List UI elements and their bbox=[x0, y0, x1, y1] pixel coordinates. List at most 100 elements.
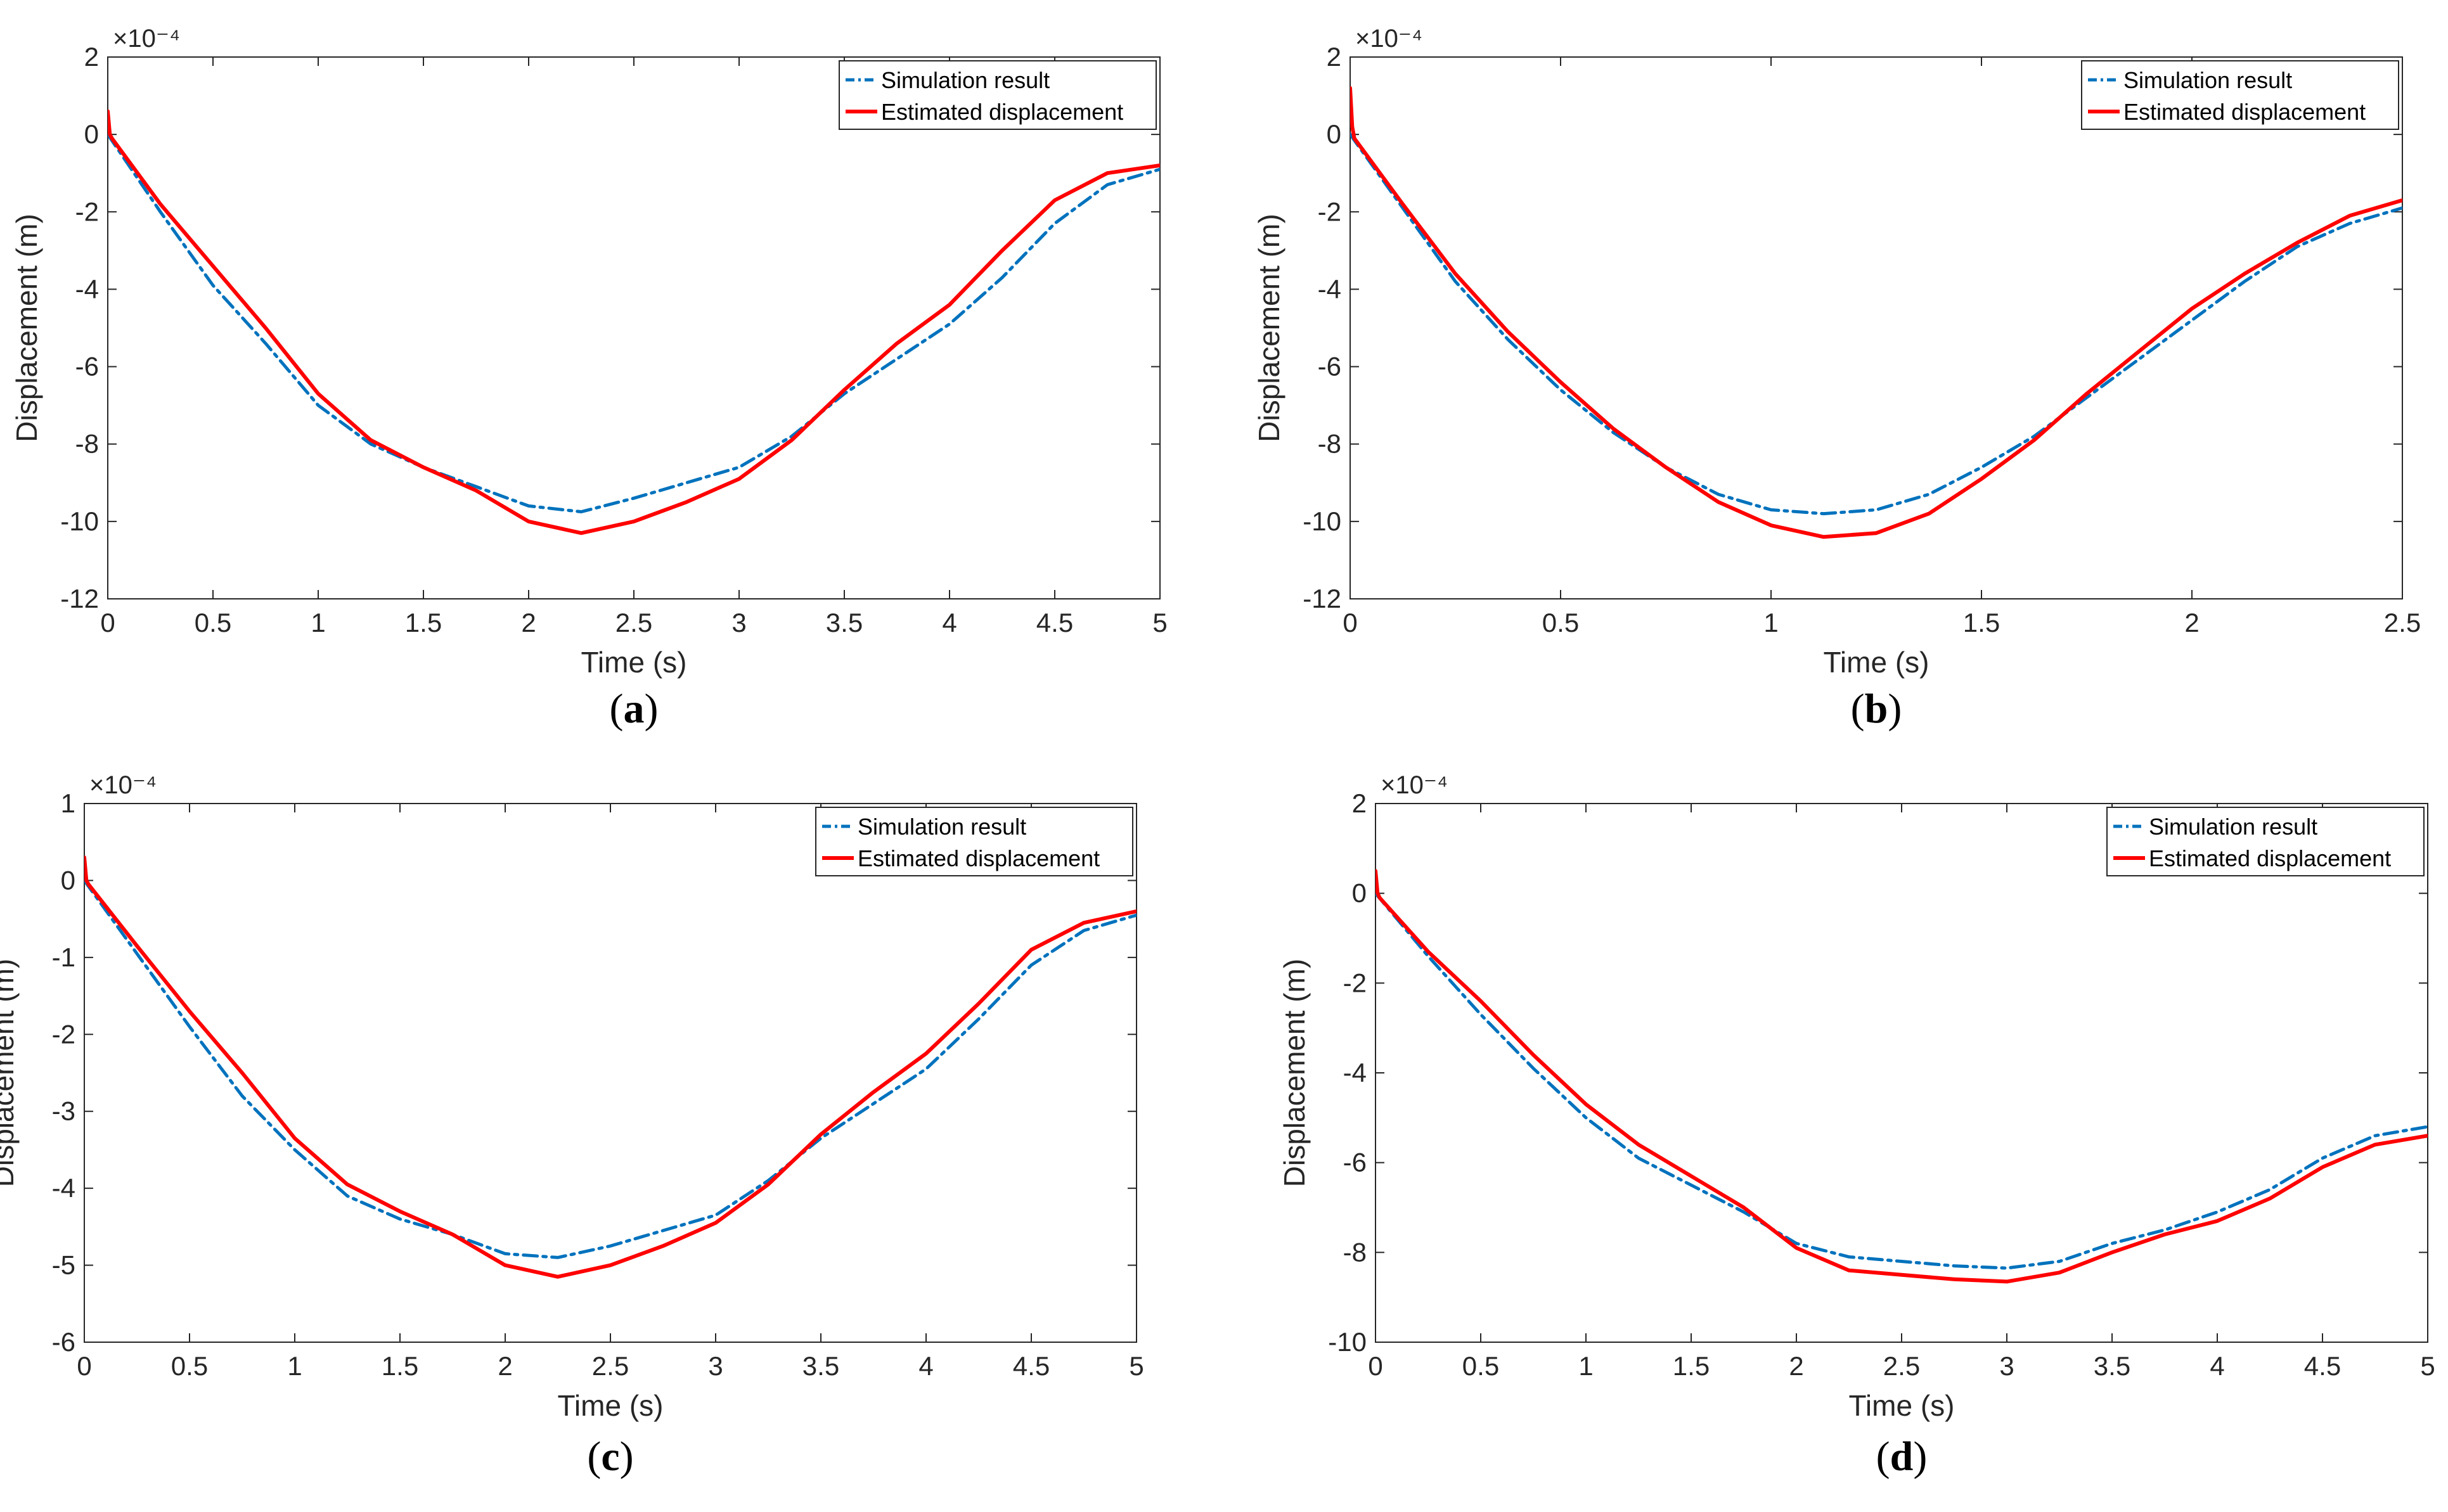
panel-label-letter: c bbox=[601, 1433, 619, 1480]
y-tick-label: 0 bbox=[84, 119, 99, 149]
estimated-displacement-line bbox=[108, 109, 1160, 535]
x-tick-label: 0 bbox=[100, 608, 115, 637]
x-tick-label: 1.5 bbox=[1963, 608, 2000, 637]
series-group bbox=[1375, 869, 2428, 1284]
x-tick-label: 0.5 bbox=[1542, 608, 1579, 637]
estimated-displacement-line bbox=[1375, 869, 2428, 1284]
panel-label-close: ) bbox=[620, 1433, 634, 1480]
panel-label-letter: d bbox=[1890, 1433, 1914, 1480]
panel-label-letter: a bbox=[624, 686, 645, 732]
y-tick-label: -5 bbox=[52, 1250, 75, 1280]
plot-area bbox=[84, 803, 1137, 1343]
plot-area bbox=[107, 56, 1161, 599]
x-tick-label: 1.5 bbox=[1673, 1351, 1710, 1381]
y-tick-label: -12 bbox=[60, 584, 99, 613]
x-axis-label: Time (s) bbox=[558, 1389, 664, 1422]
x-tick-label: 0.5 bbox=[195, 608, 231, 637]
y-tick-label: -10 bbox=[1328, 1327, 1367, 1357]
y-exponent-label: ×10⁻⁴ bbox=[1381, 771, 1448, 799]
y-tick-label: 2 bbox=[1352, 788, 1367, 818]
x-tick-label: 4 bbox=[918, 1351, 933, 1381]
legend-simulation-label: Simulation result bbox=[881, 67, 1050, 93]
x-tick-label: 4 bbox=[2210, 1351, 2224, 1381]
x-tick-label: 3.5 bbox=[2094, 1351, 2130, 1381]
x-tick-label: 5 bbox=[2420, 1351, 2435, 1381]
y-tick-label: -8 bbox=[1343, 1237, 1367, 1267]
panel-b: 0 0.5 1 1.5 2 2.5 2 0 -2 -4 -6 -8 -10 -12 ×10⁻⁴ Time (s… bbox=[1253, 25, 2421, 732]
y-tick-label: -6 bbox=[52, 1327, 75, 1357]
x-tick-label: 1 bbox=[1763, 608, 1778, 637]
x-tick-label: 2.5 bbox=[2384, 608, 2421, 637]
x-tick-label: 0 bbox=[1343, 608, 1357, 637]
legend: Simulation result Estimated displacement bbox=[815, 807, 1133, 876]
x-tick-label: 2 bbox=[2184, 608, 2199, 637]
y-tick-label: -3 bbox=[52, 1096, 75, 1126]
panel-label-open: ( bbox=[1876, 1433, 1890, 1480]
panel-label-open: ( bbox=[610, 686, 624, 732]
panel-label-close: ) bbox=[1913, 1433, 1927, 1480]
x-tick-label: 3 bbox=[1999, 1351, 2014, 1381]
panel-label: (d) bbox=[1876, 1433, 1928, 1480]
x-tick-label: 1 bbox=[1578, 1351, 1593, 1381]
panel-a: 0 0.5 1 1.5 2 2.5 3 3.5 4 4.5 5 2 0 -2 -4 -6 -8 -10 -12 ×10… bbox=[10, 25, 1168, 732]
panel-label: (a) bbox=[610, 686, 659, 732]
y-tick-label: -4 bbox=[52, 1173, 75, 1203]
simulation-result-line bbox=[84, 878, 1137, 1259]
x-tick-label: 0.5 bbox=[171, 1351, 208, 1381]
x-tick-label: 3.5 bbox=[826, 608, 863, 637]
y-axis-label: Displacement (m) bbox=[1253, 214, 1285, 442]
legend-estimated-label: Estimated displacement bbox=[881, 99, 1123, 125]
y-tick-label: -4 bbox=[75, 274, 99, 304]
x-tick-label: 5 bbox=[1152, 608, 1167, 637]
y-tick-label: -4 bbox=[1318, 274, 1341, 304]
y-tick-label: -1 bbox=[52, 942, 75, 972]
panel-c: 0 0.5 1 1.5 2 2.5 3 3.5 4 4.5 5 1 0 -1 -2 -3 -4 -5 -6 ×10⁻⁴… bbox=[0, 771, 1144, 1480]
x-tick-label: 2.5 bbox=[1883, 1351, 1920, 1381]
legend-simulation-label: Simulation result bbox=[858, 814, 1026, 840]
y-axis-label: Displacement (m) bbox=[1278, 959, 1311, 1187]
legend-box bbox=[2081, 60, 2399, 130]
x-tick-label: 0 bbox=[77, 1351, 91, 1381]
x-tick-label: 4 bbox=[942, 608, 957, 637]
x-tick-label: 0.5 bbox=[1462, 1351, 1499, 1381]
y-exponent-label: ×10⁻⁴ bbox=[113, 25, 180, 53]
x-tick-label: 2 bbox=[521, 608, 536, 637]
y-tick-label: -2 bbox=[52, 1019, 75, 1049]
y-tick-label: -6 bbox=[1318, 352, 1341, 381]
y-tick-label: -2 bbox=[1343, 968, 1367, 997]
y-tick-label: -2 bbox=[1318, 196, 1341, 226]
y-tick-label: -2 bbox=[75, 196, 99, 226]
y-tick-label: 0 bbox=[1352, 878, 1367, 908]
y-tick-label: 2 bbox=[84, 42, 99, 72]
x-axis-label: Time (s) bbox=[1849, 1389, 1955, 1422]
y-axis-label: Displacement (m) bbox=[0, 959, 20, 1187]
panel-label-open: ( bbox=[1851, 686, 1865, 732]
series-group bbox=[84, 855, 1137, 1279]
y-tick-label: 2 bbox=[1327, 42, 1341, 72]
x-tick-label: 3 bbox=[731, 608, 746, 637]
y-tick-label: -6 bbox=[75, 352, 99, 381]
panel-label: (c) bbox=[587, 1433, 633, 1480]
panel-label-open: ( bbox=[587, 1433, 601, 1480]
simulation-result-line bbox=[1350, 132, 2402, 516]
panel-label: (b) bbox=[1851, 686, 1902, 732]
legend-simulation-label: Simulation result bbox=[2149, 814, 2317, 840]
panel-label-letter: b bbox=[1865, 686, 1888, 732]
legend-box bbox=[815, 807, 1133, 876]
legend: Simulation result Estimated displacement bbox=[839, 60, 1157, 130]
y-exponent-label: ×10⁻⁴ bbox=[1355, 25, 1422, 53]
y-axis-label: Displacement (m) bbox=[10, 214, 43, 442]
estimated-displacement-line bbox=[1350, 86, 2402, 539]
y-tick-label: 0 bbox=[61, 865, 75, 895]
panel-d: 0 0.5 1 1.5 2 2.5 3 3.5 4 4.5 5 2 0 -2 -4 -6 -8 -10 ×10⁻⁴ T… bbox=[1278, 771, 2435, 1480]
x-tick-label: 4.5 bbox=[1013, 1351, 1050, 1381]
x-tick-label: 1 bbox=[287, 1351, 302, 1381]
x-axis-label: Time (s) bbox=[1824, 646, 1929, 679]
y-tick-label: -10 bbox=[60, 506, 99, 536]
legend-simulation-label: Simulation result bbox=[2123, 67, 2292, 93]
legend: Simulation result Estimated displacement bbox=[2106, 807, 2425, 876]
x-tick-label: 4.5 bbox=[2304, 1351, 2341, 1381]
legend-box bbox=[2106, 807, 2425, 876]
x-tick-label: 4.5 bbox=[1036, 608, 1073, 637]
